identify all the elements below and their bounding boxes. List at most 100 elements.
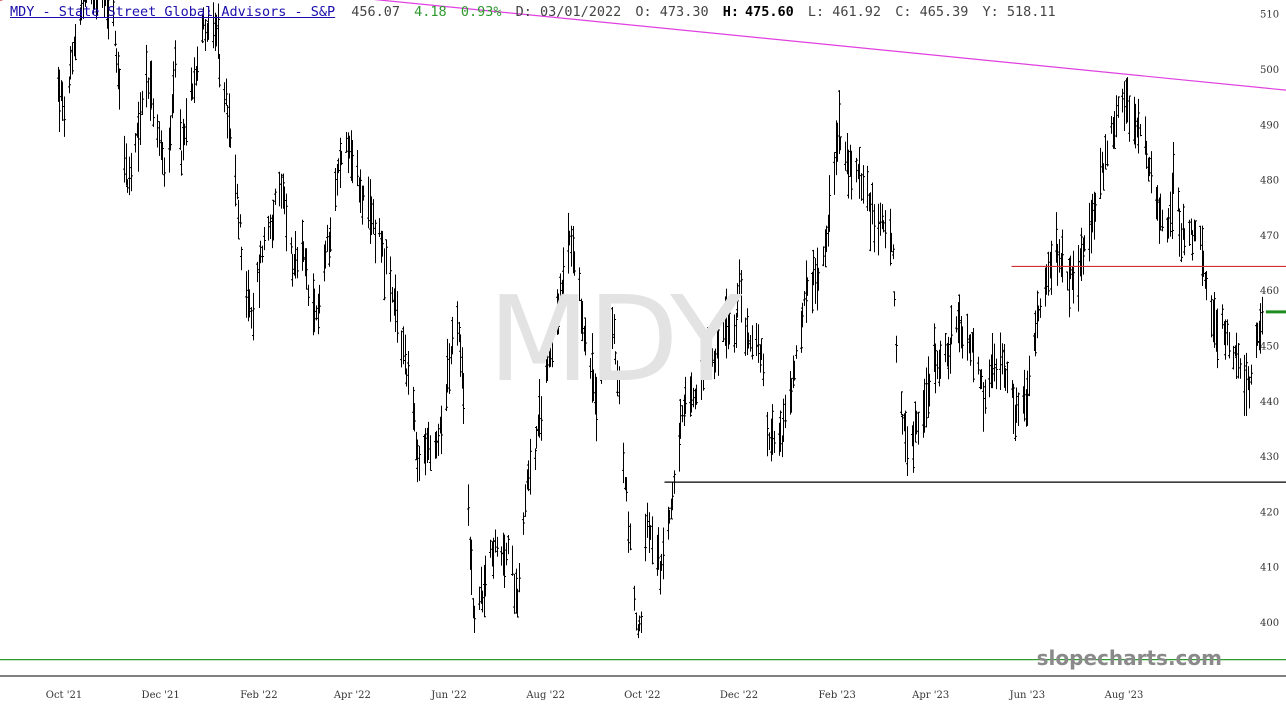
- ohlc-bar: [74, 24, 77, 61]
- ohlc-bar: [1205, 270, 1208, 301]
- ohlc-bar: [1169, 191, 1172, 237]
- ohlc-bar: [1147, 157, 1150, 182]
- ohlc-bar: [792, 355, 795, 389]
- ohlc-bar: [833, 151, 836, 195]
- ohlc-bar: [725, 288, 728, 359]
- ohlc-bar: [114, 30, 117, 47]
- ohlc-bar: [1056, 243, 1059, 286]
- ohlc-bar: [546, 353, 549, 381]
- ohlc-bar: [877, 203, 880, 256]
- ohlc-bar: [329, 217, 332, 253]
- ohlc-bar: [773, 430, 776, 454]
- ohlc-bar: [814, 258, 817, 304]
- ohlc-bar: [1110, 116, 1113, 134]
- ohlc-bar: [1178, 208, 1181, 257]
- ohlc-bar: [670, 498, 673, 520]
- ohlc-bar: [185, 98, 188, 146]
- ohlc-bar: [269, 214, 272, 239]
- x-tick-label: Dec '21: [142, 690, 180, 701]
- ohlc-bar: [283, 186, 286, 215]
- ohlc-bar: [925, 367, 928, 428]
- ohlc-bar: [1183, 228, 1186, 256]
- ohlc-bar: [204, 19, 207, 51]
- ohlc-bar: [1248, 376, 1251, 409]
- ohlc-bar: [225, 78, 228, 106]
- x-tick-label: Aug '22: [525, 690, 565, 701]
- ohlc-bar: [1080, 227, 1083, 282]
- ohlc-bar: [1055, 212, 1058, 263]
- ohlc-bar: [892, 244, 895, 260]
- ohlc-bar: [839, 136, 842, 151]
- ohlc-bar: [884, 210, 887, 249]
- ohlc-bar: [1026, 370, 1029, 426]
- ohlc-bar: [871, 182, 874, 225]
- ohlc-bar: [679, 398, 682, 439]
- ohlc-bar: [535, 426, 538, 449]
- symbol-title-link[interactable]: MDY - State Street Global Advisors - S&P: [10, 4, 336, 20]
- ohlc-bar: [1235, 332, 1238, 380]
- ohlc-bar: [424, 428, 427, 476]
- ohlc-bar: [150, 60, 153, 109]
- ohlc-bar: [446, 338, 449, 393]
- ohlc-bar: [527, 460, 530, 492]
- ohlc-bar: [572, 225, 575, 274]
- ohlc-bar: [362, 185, 365, 201]
- ohlc-bar: [1137, 98, 1140, 154]
- ohlc-bar: [134, 133, 137, 153]
- ohlc-bar: [1213, 291, 1216, 348]
- ohlc-bar: [307, 284, 310, 307]
- ohlc-bar: [736, 283, 739, 318]
- ohlc-bar: [591, 333, 594, 403]
- ohlc-bar: [212, 2, 215, 49]
- low-value: L: 461.92: [807, 4, 882, 20]
- ohlc-bar: [345, 132, 348, 153]
- ohlc-bar: [252, 292, 255, 341]
- ohlc-bar: [759, 344, 762, 373]
- ohlc-bar: [139, 92, 142, 145]
- ohlc-bar: [1182, 203, 1185, 240]
- ohlc-bar: [982, 382, 985, 432]
- ohlc-bar: [1256, 322, 1259, 346]
- y-tick-label: 500: [1260, 65, 1279, 76]
- ohlc-bar: [156, 114, 159, 148]
- ohlc-bar: [999, 332, 1002, 391]
- y-tick-label: 440: [1260, 397, 1279, 408]
- ohlc-bar: [817, 267, 820, 291]
- ohlc-bar: [337, 158, 340, 174]
- ohlc-bar: [771, 404, 774, 455]
- ohlc-bar: [105, 0, 106, 7]
- ohlc-bar: [318, 284, 321, 314]
- ohlc-bar: [158, 121, 161, 156]
- ohlc-bar: [735, 312, 738, 348]
- ohlc-bar: [689, 376, 692, 417]
- ohlc-bar: [805, 260, 808, 323]
- ohlc-bar: [1039, 298, 1042, 318]
- ohlc-bar: [858, 146, 861, 199]
- ohlc-bar: [84, 0, 86, 7]
- ohlc-bar: [372, 199, 375, 235]
- ohlc-bar: [895, 335, 898, 363]
- ohlc-bar: [595, 376, 598, 442]
- ohlc-bar: [1077, 244, 1080, 312]
- y-tick-label: 490: [1260, 120, 1279, 131]
- ohlc-bar: [1104, 134, 1107, 170]
- ohlc-bar: [969, 334, 972, 366]
- ohlc-bar: [93, 0, 94, 15]
- ohlc-bar: [700, 355, 703, 400]
- ohlc-bar: [290, 237, 293, 254]
- ohlc-bar: [947, 336, 950, 380]
- ohlc-bar: [516, 588, 519, 618]
- ohlc-bar: [96, 0, 97, 20]
- ohlc-bar: [239, 214, 242, 228]
- ohlc-bar: [1191, 230, 1194, 261]
- ohlc-bar: [391, 287, 394, 303]
- ohlc-bar: [618, 366, 621, 405]
- ohlc-bar: [272, 199, 275, 241]
- ohlc-bar: [733, 314, 736, 353]
- ohlc-bar: [706, 327, 709, 377]
- ohlc-bar: [928, 373, 931, 407]
- ohlc-bar: [1106, 140, 1109, 167]
- ohlc-bar: [263, 226, 266, 251]
- ohlc-bar: [317, 293, 320, 335]
